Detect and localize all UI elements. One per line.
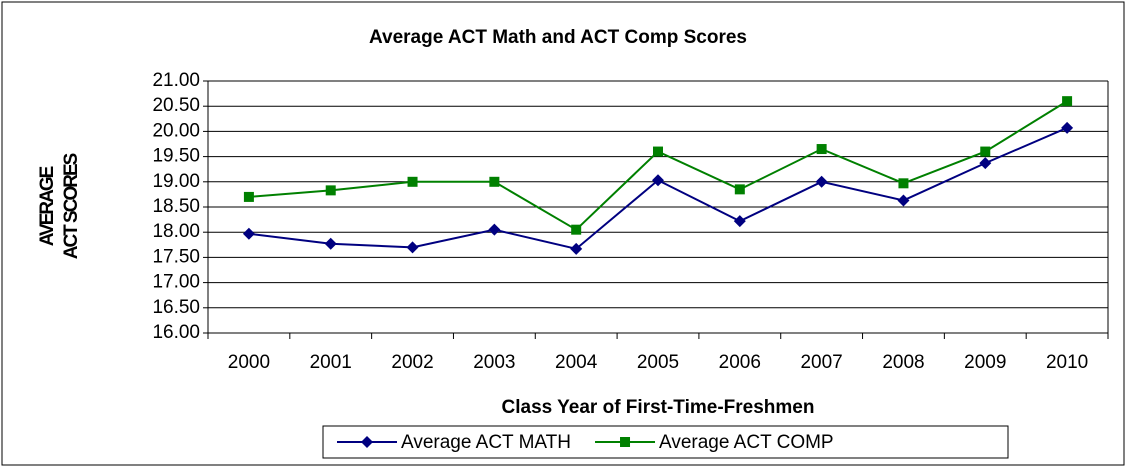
y-tick-label: 20.50 (152, 95, 200, 116)
marker (898, 178, 909, 189)
x-tick-label: 2008 (882, 352, 924, 373)
y-axis-title-line: AVERAGE (37, 166, 58, 246)
marker (325, 185, 336, 196)
marker (815, 175, 828, 188)
x-tick-label: 2007 (800, 352, 842, 373)
y-axis-title-line: ACT SCORES (61, 153, 82, 259)
marker (488, 223, 501, 236)
y-tick-label: 16.00 (152, 322, 200, 343)
y-tick-label: 17.00 (152, 272, 200, 293)
x-tick-label: 2010 (1046, 352, 1088, 373)
x-tick-label: 2004 (555, 352, 598, 373)
legend-marker (361, 436, 373, 448)
marker (897, 194, 910, 207)
legend-marker (620, 437, 631, 447)
x-tick-label: 2006 (719, 352, 761, 373)
y-tick-label: 18.00 (152, 221, 200, 242)
marker (243, 191, 254, 202)
marker (816, 144, 827, 155)
marker (1061, 121, 1074, 134)
x-tick-label: 2000 (228, 352, 270, 373)
y-tick-label: 17.50 (152, 246, 200, 267)
y-tick-label: 21.00 (152, 70, 200, 91)
y-tick-label: 19.00 (152, 171, 200, 192)
y-tick-label: 19.50 (152, 146, 200, 167)
marker (570, 242, 583, 255)
x-tick-label: 2001 (310, 352, 352, 373)
legend-label: Average ACT COMP (659, 432, 834, 453)
y-tick-label: 16.50 (152, 297, 200, 318)
marker (980, 146, 991, 157)
marker (406, 241, 419, 254)
x-tick-label: 2003 (473, 352, 515, 373)
x-tick-label: 2009 (964, 352, 1006, 373)
marker (979, 157, 992, 170)
marker (653, 146, 663, 157)
marker (1062, 96, 1073, 107)
legend-box (322, 425, 1009, 459)
x-tick-label: 2005 (637, 352, 679, 373)
y-axis-title: AVERAGE ACT SCORES (37, 153, 82, 259)
y-tick-label: 18.50 (152, 196, 200, 217)
x-tick-label: 2002 (391, 352, 433, 373)
chart-title: Average ACT Math and ACT Comp Scores (369, 27, 747, 48)
marker (407, 176, 418, 187)
marker (652, 174, 664, 187)
marker (242, 227, 255, 240)
marker (489, 176, 500, 187)
x-axis-title: Class Year of First-Time-Freshmen (502, 397, 815, 418)
marker (324, 237, 337, 250)
y-tick-label: 20.00 (152, 120, 200, 141)
marker (571, 224, 582, 235)
marker (733, 215, 746, 228)
marker (734, 184, 745, 195)
legend-label: Average ACT MATH (401, 432, 571, 453)
